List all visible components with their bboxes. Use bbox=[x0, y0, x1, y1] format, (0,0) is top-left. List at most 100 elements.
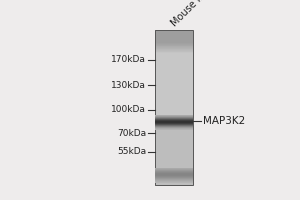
Bar bbox=[155, 126, 193, 127]
Bar bbox=[155, 46, 193, 48]
Bar bbox=[155, 121, 193, 122]
Bar bbox=[155, 170, 193, 172]
Bar bbox=[155, 182, 193, 183]
Bar bbox=[155, 129, 193, 130]
Bar bbox=[155, 140, 193, 141]
Bar bbox=[155, 141, 193, 142]
Bar bbox=[155, 35, 193, 36]
Bar bbox=[155, 161, 193, 162]
Bar bbox=[155, 111, 193, 113]
Bar bbox=[155, 103, 193, 104]
Bar bbox=[155, 121, 193, 122]
Bar bbox=[155, 72, 193, 73]
Bar bbox=[155, 38, 193, 39]
Bar bbox=[155, 176, 193, 177]
Bar bbox=[155, 128, 193, 129]
Bar bbox=[155, 57, 193, 58]
Bar bbox=[155, 59, 193, 60]
Bar bbox=[155, 163, 193, 165]
Bar bbox=[155, 87, 193, 89]
Bar bbox=[155, 119, 193, 120]
Bar bbox=[155, 82, 193, 83]
Bar bbox=[155, 58, 193, 59]
Bar bbox=[155, 123, 193, 124]
Bar bbox=[155, 130, 193, 131]
Bar bbox=[155, 150, 193, 151]
Bar bbox=[155, 80, 193, 82]
Bar bbox=[155, 180, 193, 182]
Bar bbox=[155, 85, 193, 86]
Bar bbox=[155, 76, 193, 77]
Bar bbox=[155, 123, 193, 124]
Bar bbox=[155, 158, 193, 159]
Bar bbox=[155, 107, 193, 108]
Bar bbox=[155, 97, 193, 99]
Bar bbox=[155, 152, 193, 154]
Bar bbox=[155, 96, 193, 97]
Bar bbox=[155, 170, 193, 171]
Bar bbox=[155, 170, 193, 171]
Bar bbox=[155, 172, 193, 173]
Bar bbox=[155, 106, 193, 107]
Bar bbox=[155, 179, 193, 180]
Bar bbox=[155, 77, 193, 79]
Bar bbox=[155, 152, 193, 153]
Bar bbox=[155, 108, 193, 110]
Bar bbox=[155, 173, 193, 175]
Bar bbox=[155, 144, 193, 145]
Bar bbox=[155, 180, 193, 181]
Bar bbox=[155, 163, 193, 164]
Bar bbox=[155, 47, 193, 48]
Bar bbox=[155, 63, 193, 65]
Bar bbox=[155, 126, 193, 127]
Bar bbox=[155, 56, 193, 57]
Bar bbox=[155, 70, 193, 72]
Bar bbox=[155, 42, 193, 44]
Bar bbox=[155, 35, 193, 37]
Bar bbox=[155, 118, 193, 119]
Bar bbox=[155, 125, 193, 126]
Bar bbox=[155, 63, 193, 64]
Bar bbox=[155, 132, 193, 134]
Bar bbox=[155, 49, 193, 51]
Bar bbox=[155, 176, 193, 177]
Bar bbox=[155, 56, 193, 58]
Bar bbox=[155, 101, 193, 103]
Bar bbox=[155, 142, 193, 143]
Bar bbox=[155, 64, 193, 65]
Bar bbox=[155, 53, 193, 55]
Bar bbox=[155, 48, 193, 49]
Bar bbox=[155, 165, 193, 166]
Bar bbox=[155, 51, 193, 52]
Bar bbox=[155, 127, 193, 128]
Bar bbox=[155, 46, 193, 47]
Bar bbox=[155, 127, 193, 128]
Bar bbox=[155, 40, 193, 41]
Bar bbox=[155, 135, 193, 137]
Bar bbox=[155, 91, 193, 92]
Bar bbox=[155, 100, 193, 101]
Bar bbox=[155, 50, 193, 51]
Bar bbox=[155, 121, 193, 123]
Bar bbox=[155, 151, 193, 152]
Bar bbox=[155, 116, 193, 117]
Bar bbox=[155, 183, 193, 185]
Bar bbox=[155, 74, 193, 75]
Bar bbox=[155, 135, 193, 136]
Bar bbox=[155, 115, 193, 117]
Bar bbox=[155, 31, 193, 32]
Bar bbox=[155, 30, 193, 185]
Bar bbox=[155, 54, 193, 55]
Bar bbox=[155, 99, 193, 100]
Bar bbox=[155, 172, 193, 173]
Bar bbox=[155, 122, 193, 123]
Bar bbox=[155, 128, 193, 130]
Bar bbox=[155, 180, 193, 181]
Bar bbox=[155, 115, 193, 116]
Bar bbox=[155, 69, 193, 70]
Bar bbox=[155, 164, 193, 165]
Bar bbox=[155, 139, 193, 141]
Bar bbox=[155, 180, 193, 181]
Text: 70kDa: 70kDa bbox=[117, 129, 146, 138]
Bar bbox=[155, 149, 193, 150]
